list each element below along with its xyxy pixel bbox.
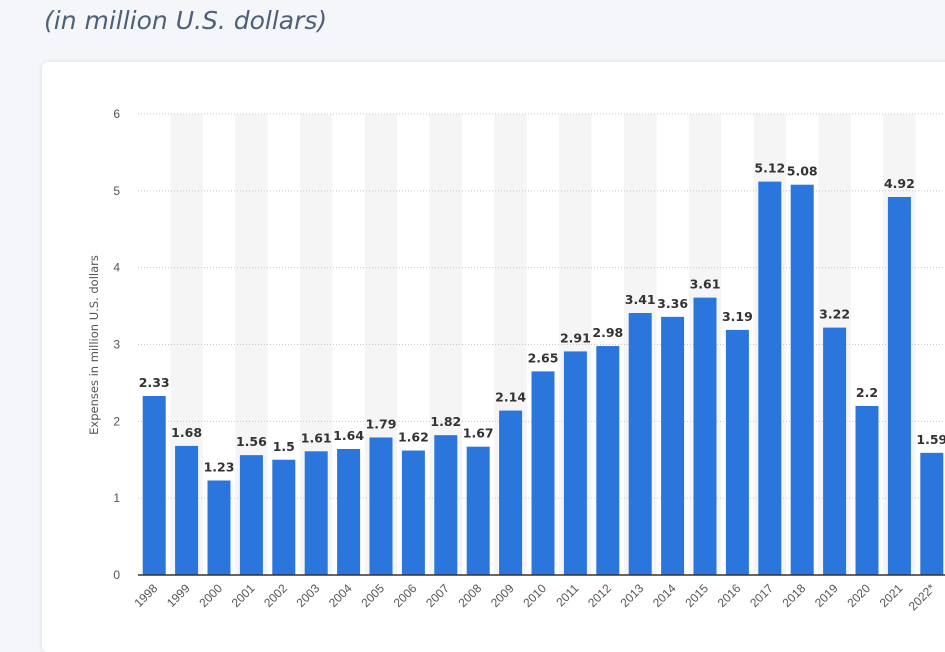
data-label: 1.61 <box>301 430 332 445</box>
data-label: 1.59 <box>916 432 945 447</box>
x-tick-label: 2004 <box>326 581 355 610</box>
bar[interactable] <box>725 329 749 575</box>
data-label: 1.67 <box>463 426 494 441</box>
bar[interactable] <box>466 446 490 575</box>
y-axis-label: Expenses in million U.S. dollars <box>87 255 101 435</box>
bar[interactable] <box>304 451 328 575</box>
x-tick-label: 2002 <box>261 581 290 610</box>
data-label: 2.65 <box>528 350 559 365</box>
bar[interactable] <box>855 405 879 575</box>
bar[interactable] <box>758 181 782 575</box>
x-tick-label: 2014 <box>650 581 679 610</box>
x-tick-label: 2019 <box>812 581 841 610</box>
data-label: 1.68 <box>171 425 202 440</box>
data-label: 5.12 <box>754 161 785 176</box>
x-tick-label: 2001 <box>229 581 258 610</box>
data-label: 1.23 <box>204 459 235 474</box>
bar[interactable] <box>661 316 685 575</box>
x-tick-label: 2020 <box>844 581 873 610</box>
bar[interactable] <box>790 184 814 576</box>
bar[interactable] <box>369 437 393 575</box>
bar[interactable] <box>239 455 263 575</box>
data-label: 4.92 <box>884 176 915 191</box>
bars <box>142 181 944 576</box>
bar[interactable] <box>434 435 458 575</box>
x-axis-ticks: 1998 1999 2000 2001 2002 2003 2004 2005 2006 2007… <box>132 581 939 613</box>
bar[interactable] <box>920 452 944 575</box>
x-tick-label: 2021 <box>877 581 906 610</box>
bar[interactable] <box>175 445 199 575</box>
bar[interactable] <box>596 346 620 575</box>
y-tick-label: 2 <box>113 414 120 428</box>
data-label: 3.41 <box>625 292 656 307</box>
data-label: 1.79 <box>366 416 397 431</box>
x-tick-label: 2008 <box>456 581 485 610</box>
data-label: 3.36 <box>657 296 688 311</box>
data-label: 3.22 <box>819 307 850 322</box>
y-tick-label: 1 <box>113 491 120 505</box>
bar[interactable] <box>401 450 425 575</box>
data-label: 2.91 <box>560 330 591 345</box>
x-tick-label: 2011 <box>553 581 581 609</box>
bar[interactable] <box>499 410 523 575</box>
data-label: 1.82 <box>430 414 461 429</box>
bar[interactable] <box>563 351 587 575</box>
data-label: 3.19 <box>722 309 753 324</box>
bar[interactable] <box>628 312 652 575</box>
x-tick-label: 2016 <box>715 581 744 610</box>
data-label: 1.62 <box>398 430 429 445</box>
y-axis-ticks: 0 1 2 3 4 5 6 <box>113 107 120 582</box>
data-label: 2.2 <box>856 385 878 400</box>
data-label: 1.5 <box>273 439 295 454</box>
bar[interactable] <box>823 327 847 575</box>
y-tick-label: 0 <box>113 568 120 582</box>
data-label: 2.98 <box>592 325 623 340</box>
data-label: 1.64 <box>333 428 364 443</box>
x-tick-label: 2005 <box>358 581 387 610</box>
x-tick-label: 1999 <box>164 581 193 610</box>
data-label: 5.08 <box>787 164 818 179</box>
x-tick-label: 2006 <box>391 581 420 610</box>
data-label: 3.61 <box>690 277 721 292</box>
y-tick-label: 3 <box>113 338 120 352</box>
x-tick-label: 2009 <box>488 581 517 610</box>
bar[interactable] <box>531 371 555 575</box>
data-label: 2.14 <box>495 390 526 405</box>
y-tick-label: 5 <box>113 184 120 198</box>
bar[interactable] <box>272 459 296 575</box>
x-tick-label: 2013 <box>618 581 647 610</box>
chart-subtitle: (in million U.S. dollars) <box>44 6 328 35</box>
x-tick-label: 2007 <box>423 581 452 610</box>
x-tick-label: 2000 <box>196 581 225 610</box>
x-tick-label: 2012 <box>585 581 614 610</box>
bar[interactable] <box>142 395 166 575</box>
x-tick-label: 2010 <box>520 581 549 610</box>
bar[interactable] <box>337 448 361 575</box>
bar[interactable] <box>887 196 911 576</box>
data-label: 1.56 <box>236 434 267 449</box>
y-tick-label: 4 <box>113 261 120 275</box>
data-label: 2.33 <box>139 375 170 390</box>
data-labels: 2.331.681.231.56 1.51.61 1.641.791.621.821… <box>139 161 945 475</box>
x-tick-label: 2022* <box>906 581 938 613</box>
bar[interactable] <box>693 297 717 575</box>
bar[interactable] <box>207 480 231 575</box>
x-tick-label: 2018 <box>780 581 809 610</box>
y-tick-label: 6 <box>113 107 120 121</box>
x-tick-label: 2003 <box>294 581 323 610</box>
x-tick-label: 2017 <box>747 581 776 610</box>
x-tick-label: 1998 <box>132 581 161 610</box>
x-tick-label: 2015 <box>682 581 711 610</box>
